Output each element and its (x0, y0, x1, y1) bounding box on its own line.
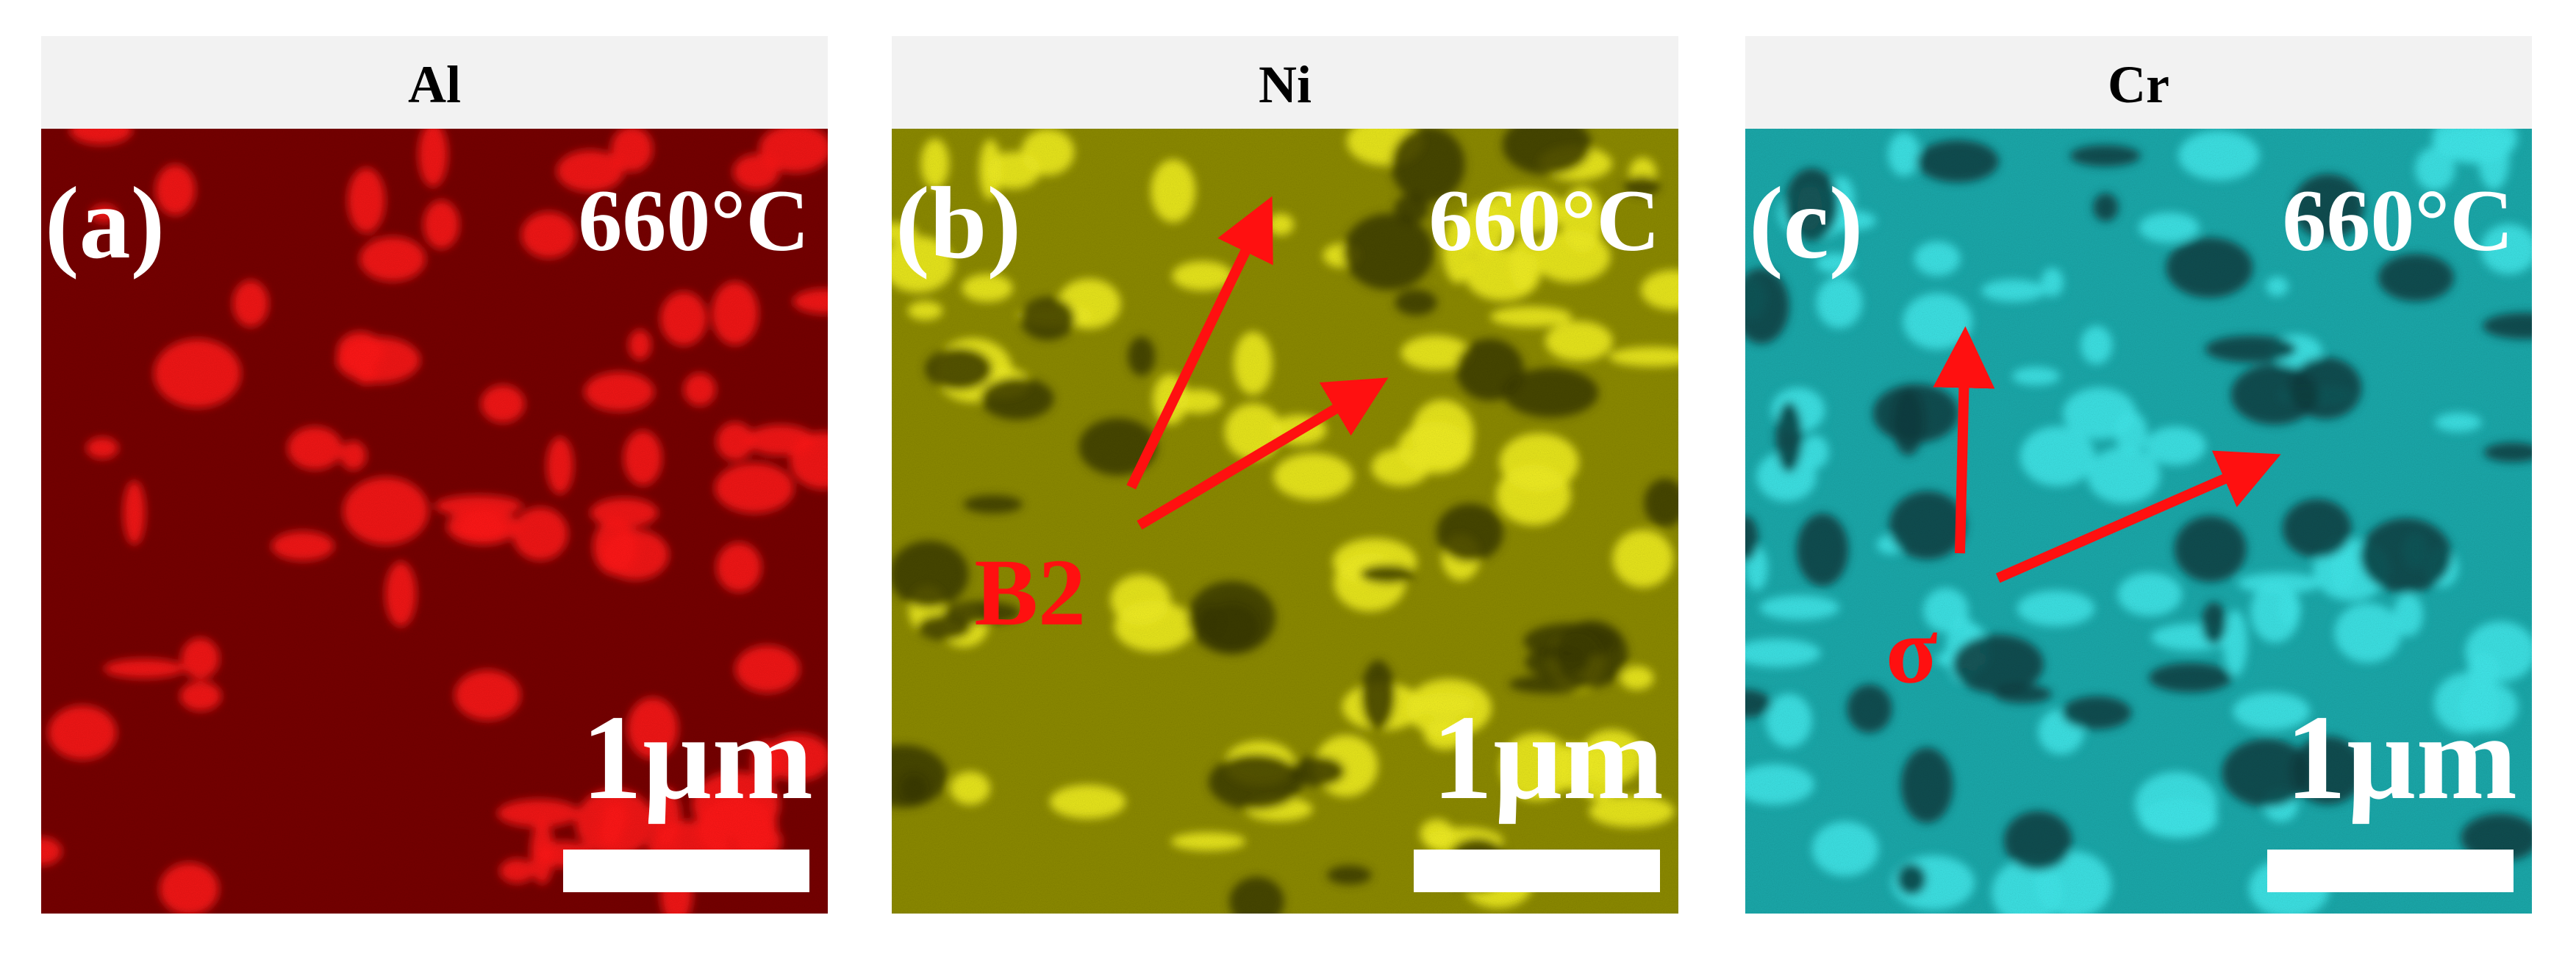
panel-label: (b) (895, 166, 1021, 280)
panel-header (41, 36, 828, 129)
arrow (1126, 196, 1273, 490)
panel-label: (c) (1749, 166, 1863, 280)
panel: Ni (b) 660°C 1µm B2 (892, 36, 1678, 914)
panel: Al (a) 660°C 1µm (41, 36, 828, 914)
arrow (1933, 326, 1995, 554)
temperature: 660°C (578, 171, 809, 269)
temperature: 660°C (1428, 171, 1660, 269)
arrow (1995, 450, 2281, 583)
panel: Cr (c) 660°C 1µm σ (1745, 36, 2532, 914)
scale-bar (563, 850, 809, 892)
element-name: Ni (1259, 55, 1312, 114)
annotation: σ (1886, 597, 1938, 703)
annotation: B2 (974, 540, 1086, 646)
scale-label: 1µm (1432, 690, 1664, 825)
eds-map (892, 129, 1678, 914)
temperature: 660°C (2282, 171, 2514, 269)
eds-map (1745, 129, 2532, 914)
arrow (1137, 377, 1389, 530)
panel-label: (a) (45, 166, 165, 280)
panel-header (892, 36, 1678, 129)
element-name: Cr (2108, 55, 2169, 114)
noise (41, 129, 828, 914)
scale-label: 1µm (2286, 690, 2517, 825)
scale-label: 1µm (582, 690, 813, 825)
scale-bar (2267, 850, 2514, 892)
element-name: Al (408, 55, 461, 114)
scale-bar (1414, 850, 1660, 892)
eds-map (41, 129, 828, 914)
noise (892, 129, 1678, 914)
panel-header (1745, 36, 2532, 129)
